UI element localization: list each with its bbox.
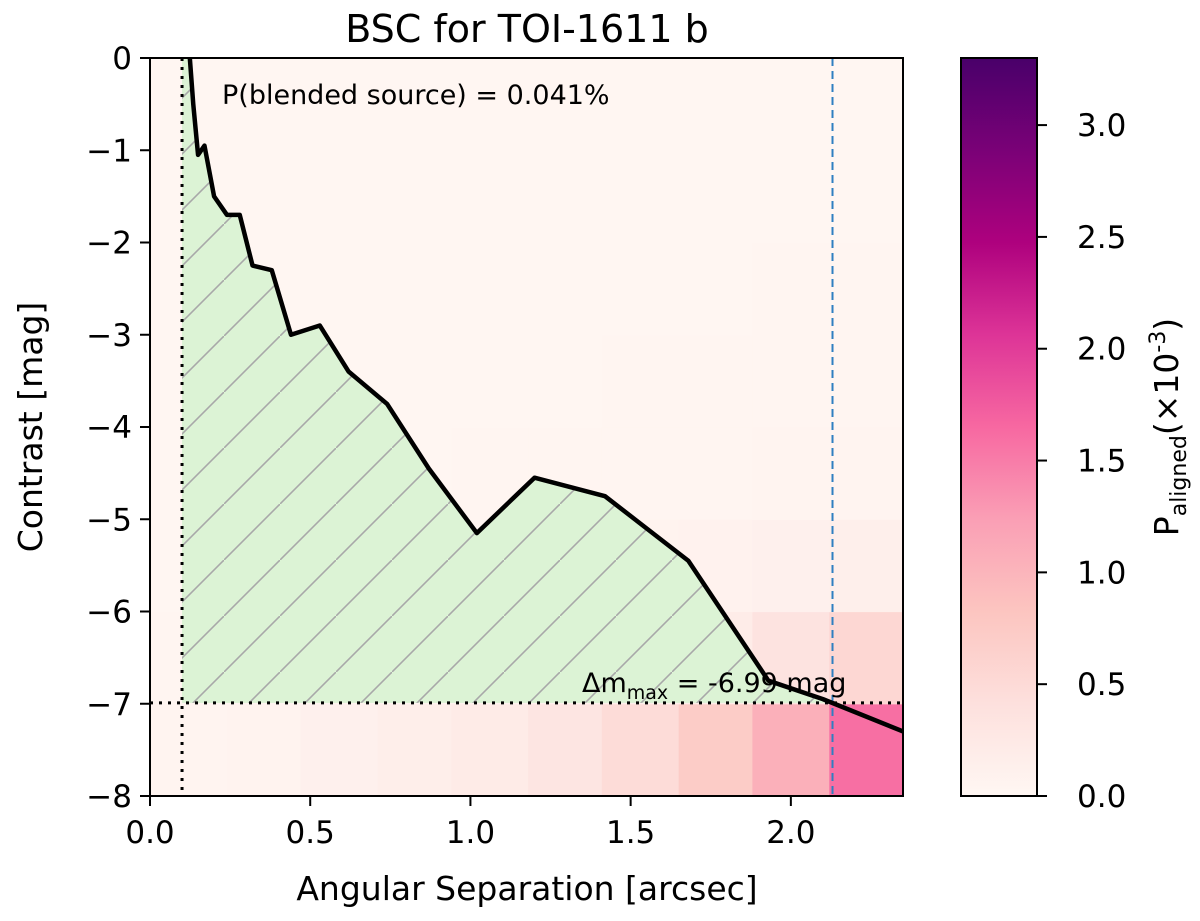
- heatmap-cell: [528, 334, 603, 428]
- heatmap-cell: [377, 242, 452, 336]
- chart-title: BSC for TOI-1611 b: [345, 7, 708, 51]
- colorbar-label-close: ): [1147, 318, 1186, 331]
- heatmap-cell: [377, 58, 452, 151]
- x-tick-label: 0.0: [125, 815, 174, 851]
- heatmap-cell: [678, 58, 753, 151]
- heatmap-cell: [300, 703, 379, 796]
- y-tick-label: −4: [86, 410, 132, 446]
- dm-max-subscript: max: [627, 682, 668, 704]
- heatmap-cell: [377, 703, 452, 796]
- x-axis-ticks: 0.0 0.5 1.0 1.5 2.0: [125, 796, 816, 851]
- heatmap-cell: [300, 150, 379, 244]
- heatmap-cell: [829, 58, 903, 151]
- heatmap-cell: [678, 242, 753, 336]
- colorbar-tick-label: 2.5: [1077, 220, 1126, 256]
- colorbar-ticks: 0.0 0.5 1.0 1.5 2.0 2.5 3.0: [1037, 108, 1126, 815]
- colorbar-label-unit: (×10: [1147, 353, 1186, 436]
- heatmap-cell: [829, 519, 903, 613]
- heatmap-cell: [752, 334, 830, 428]
- y-tick-label: −7: [86, 687, 132, 723]
- y-tick-label: −5: [86, 502, 132, 538]
- heatmap-cell: [601, 242, 680, 336]
- colorbar-tick-label: 1.0: [1077, 555, 1126, 591]
- y-tick-label: −3: [86, 318, 132, 354]
- heatmap-cell: [451, 242, 529, 336]
- y-axis-ticks: 0 −1 −2 −3 −4 −5 −6 −7 −8: [86, 41, 150, 815]
- heatmap-cell: [829, 703, 903, 796]
- heatmap-cell: [150, 703, 228, 796]
- heatmap-cell: [752, 519, 830, 613]
- colorbar-frame: [960, 57, 1038, 797]
- colorbar-label-prefix: P: [1147, 516, 1186, 536]
- x-tick-label: 0.5: [286, 815, 335, 851]
- heatmap-cell: [528, 58, 603, 151]
- dm-max-value: = -6.99 mag: [668, 668, 846, 699]
- colorbar-tick-label: 0.0: [1077, 779, 1126, 815]
- heatmap-cell: [601, 150, 680, 244]
- x-tick-label: 1.5: [606, 815, 655, 851]
- x-axis-label: Angular Separation [arcsec]: [296, 869, 757, 908]
- heatmap-cell: [226, 703, 302, 796]
- y-tick-label: −2: [86, 226, 132, 262]
- heatmap-cell: [752, 58, 830, 151]
- heatmap-cell: [377, 150, 452, 244]
- contrast-curve: [187, 58, 903, 734]
- dm-max-prefix: Δm: [582, 668, 627, 699]
- heatmap-cell: [451, 58, 529, 151]
- heatmap-cell: [226, 58, 302, 151]
- blended-probability-annotation: P(blended source) = 0.041%: [222, 80, 610, 111]
- colorbar-label-subscript: aligned: [1167, 435, 1192, 516]
- colorbar-tick-label: 3.0: [1077, 108, 1126, 144]
- heatmap-cell: [678, 334, 753, 428]
- heatmap-cell: [601, 58, 680, 151]
- colorbar-tick-label: 1.5: [1077, 444, 1126, 480]
- heatmap-cell: [300, 242, 379, 336]
- y-tick-label: −1: [86, 133, 132, 169]
- heatmap-cell: [678, 150, 753, 244]
- heatmap-cell: [601, 703, 680, 796]
- x-tick-label: 2.0: [766, 815, 815, 851]
- heatmap-cell: [451, 703, 529, 796]
- contrast-curve-layer: [187, 58, 903, 734]
- heatmap-cell: [678, 703, 753, 796]
- feasible-region-hatch: [182, 58, 833, 703]
- heatmap-cell: [829, 611, 903, 705]
- colorbar-label: Paligned(×10-3): [1146, 318, 1192, 536]
- reference-lines: [150, 58, 903, 796]
- heatmap-cell: [752, 703, 830, 796]
- feasible-region: [182, 58, 833, 703]
- heatmap-cell: [829, 242, 903, 336]
- dm-max-annotation: Δmmax = -6.99 mag: [582, 668, 846, 704]
- heatmap-cell: [300, 58, 379, 151]
- heatmap-cell: [451, 150, 529, 244]
- heatmap-cell: [752, 150, 830, 244]
- heatmap-cell: [528, 242, 603, 336]
- heatmap-cell: [752, 427, 830, 520]
- x-tick-label: 1.0: [446, 815, 495, 851]
- colorbar: [961, 58, 1037, 796]
- colorbar-tick-label: 2.0: [1077, 332, 1126, 368]
- heatmap-cell: [528, 703, 603, 796]
- y-axis-label: Contrast [mag]: [11, 302, 50, 553]
- heatmap-cell: [829, 150, 903, 244]
- heatmap-cell: [601, 334, 680, 428]
- y-tick-label: 0: [112, 41, 132, 77]
- colorbar-tick-label: 0.5: [1077, 667, 1126, 703]
- heatmap-cell: [451, 334, 529, 428]
- heatmap-cell: [829, 427, 903, 520]
- heatmap-cell: [752, 242, 830, 336]
- heatmap-cell: [829, 334, 903, 428]
- y-tick-label: −6: [86, 595, 132, 631]
- heatmap-cell: [678, 427, 753, 520]
- heatmap-cell: [528, 150, 603, 244]
- colorbar-label-exponent: -3: [1146, 331, 1171, 353]
- y-tick-label: −8: [86, 779, 132, 815]
